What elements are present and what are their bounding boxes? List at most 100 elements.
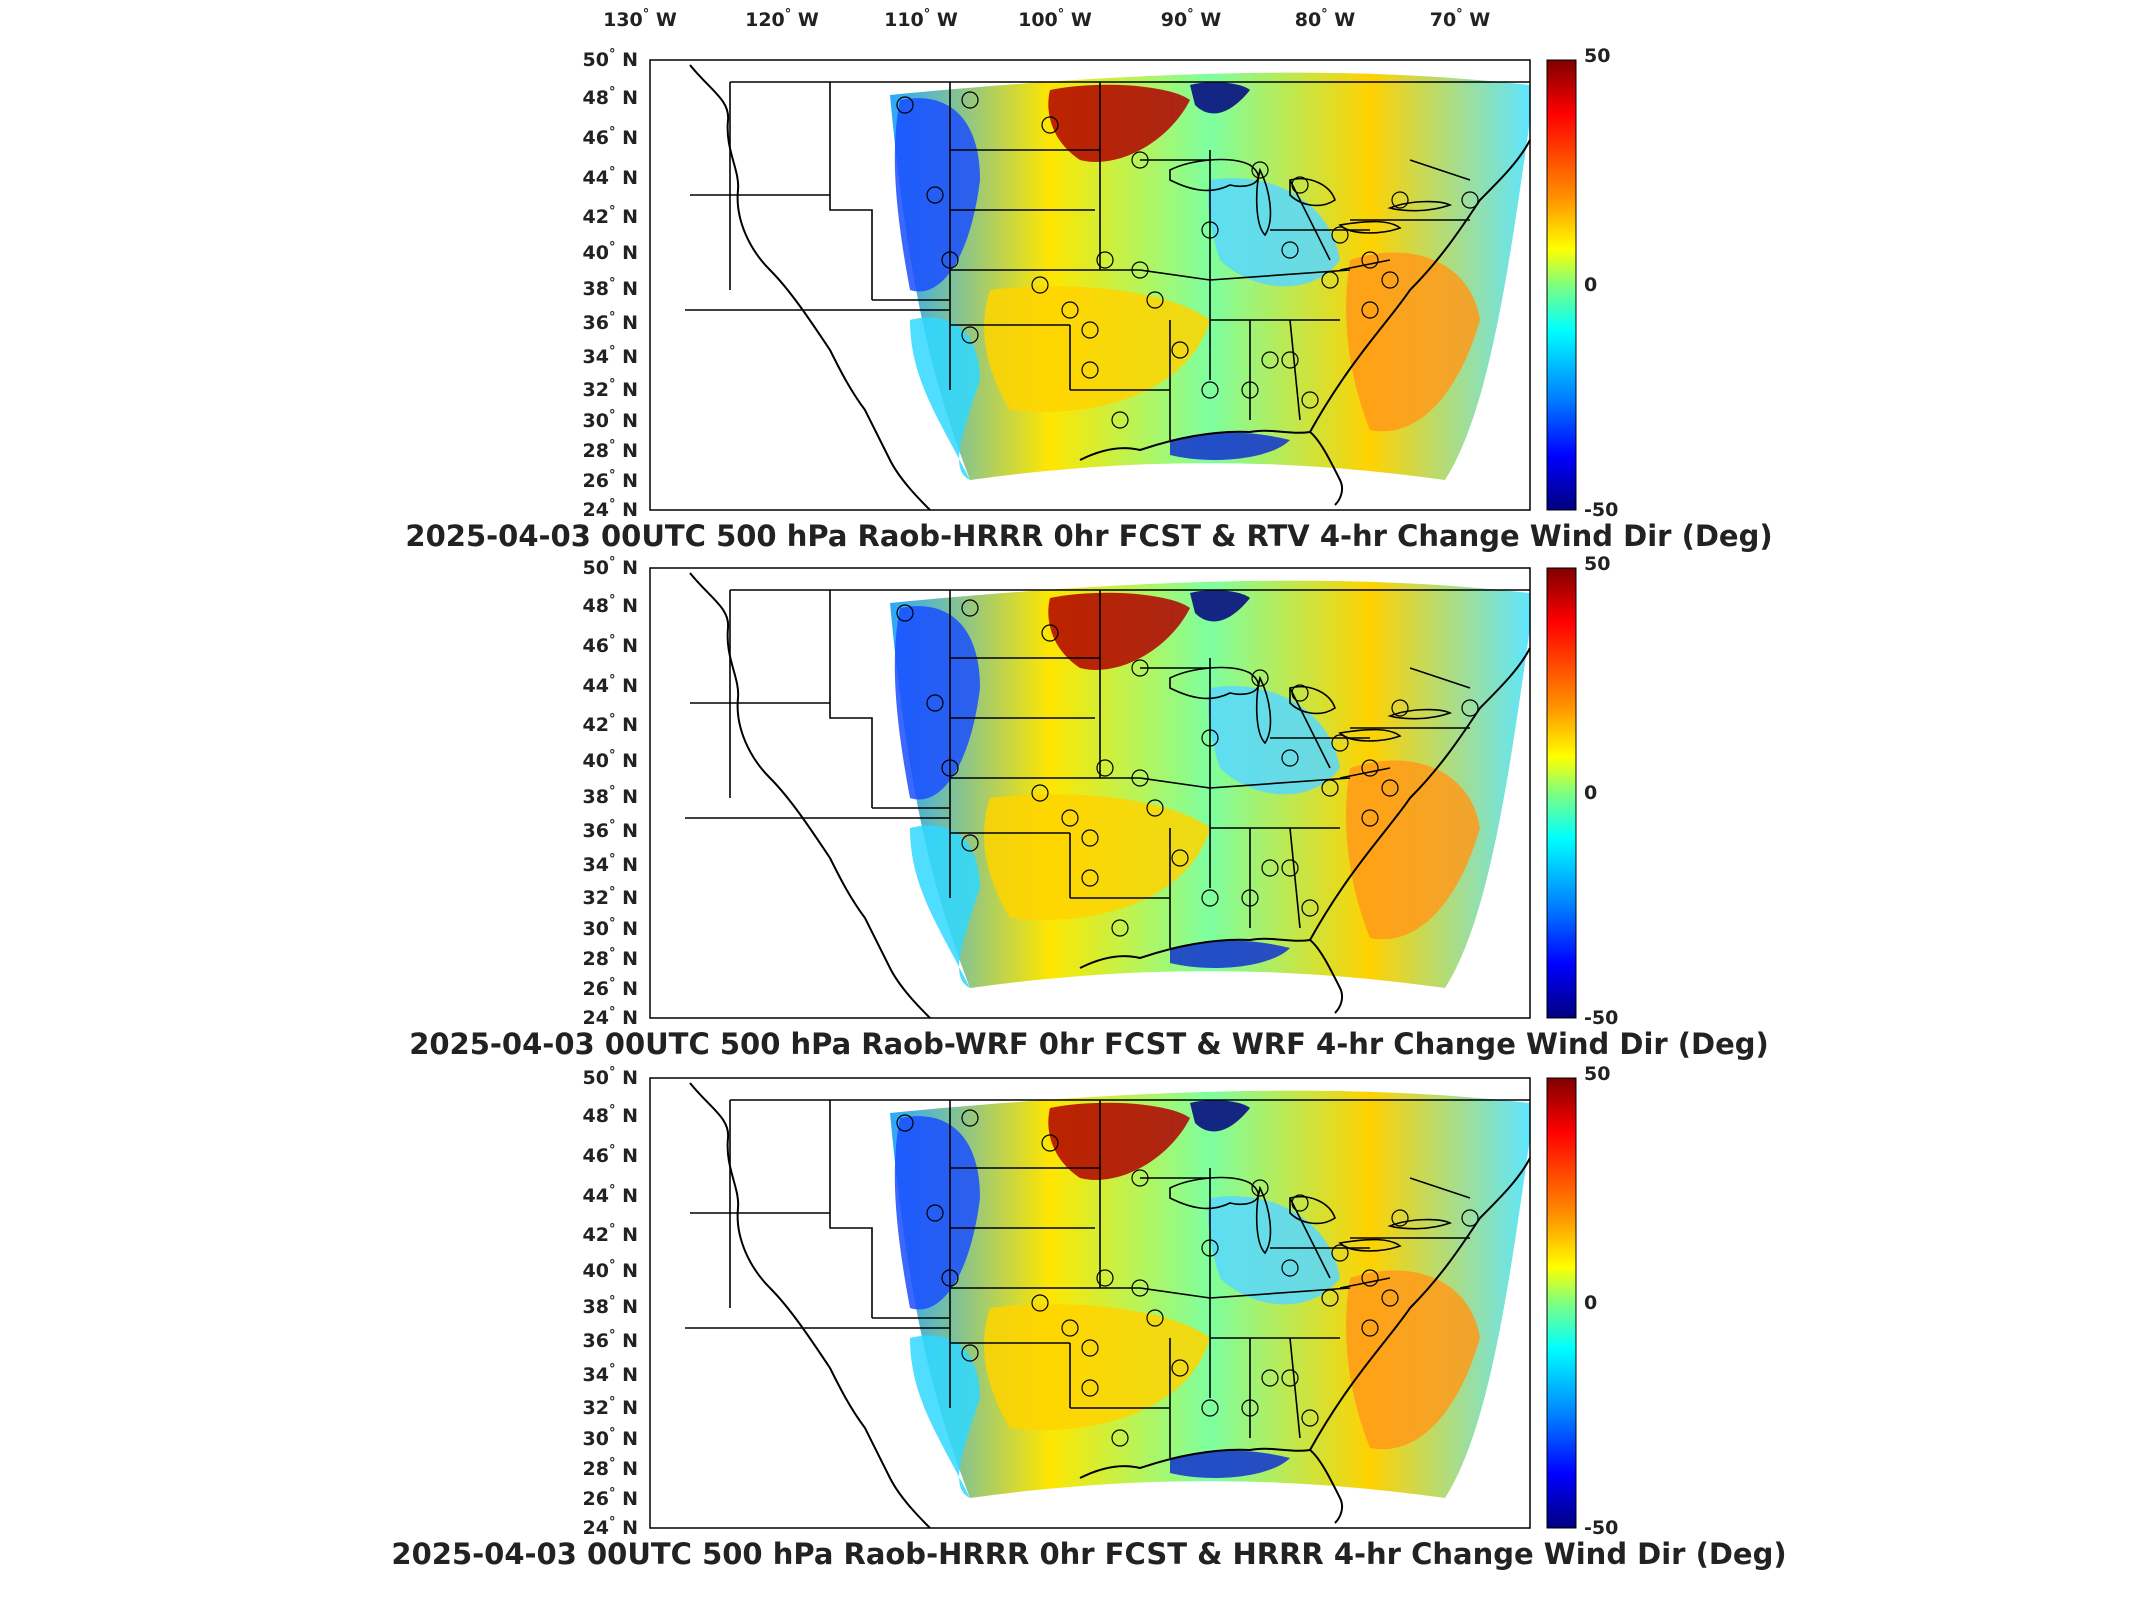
lat-label: 48° N	[583, 1103, 638, 1127]
colorbar-label: -50	[1584, 1007, 1618, 1029]
field-anomaly	[1048, 592, 1190, 670]
lon-label: 80° W	[1295, 7, 1356, 31]
raob-station-marker	[1201, 889, 1219, 907]
colorbar-scale	[1546, 1077, 1577, 1529]
field-anomaly	[1208, 178, 1340, 287]
raob-station-marker	[1081, 1379, 1099, 1397]
state-boundary	[1409, 159, 1471, 181]
lat-label: 40° N	[583, 748, 638, 772]
lat-label: 44° N	[583, 165, 638, 189]
raob-station-marker	[1201, 729, 1219, 747]
colorbar-label: 0	[1584, 782, 1597, 804]
raob-station-marker	[1241, 381, 1259, 399]
lat-label: 42° N	[583, 1222, 638, 1246]
field-anomaly	[1346, 252, 1480, 432]
lat-label: 42° N	[583, 204, 638, 228]
raob-station-marker	[1201, 1399, 1219, 1417]
raob-station-marker	[1201, 381, 1219, 399]
state-boundary	[1139, 269, 1211, 281]
field-anomaly	[984, 794, 1210, 920]
field-anomaly	[894, 98, 980, 292]
field-anomaly	[910, 1335, 980, 1498]
raob-station-marker	[1461, 699, 1479, 717]
raob-station-marker	[1111, 919, 1129, 937]
state-boundary	[1209, 777, 1351, 789]
lat-label: 28° N	[583, 438, 638, 462]
raob-station-marker	[1301, 391, 1319, 409]
raob-station-marker	[961, 91, 979, 109]
longitude-axis-labels: 130° W 120° W 110° W 100° W 90° W 80° W …	[603, 7, 1490, 31]
lat-label: 50° N	[583, 555, 638, 579]
raob-station-marker	[1031, 276, 1049, 294]
state-boundary	[1209, 1287, 1351, 1299]
lat-label: 44° N	[583, 1183, 638, 1207]
raob-station-marker	[1361, 759, 1379, 777]
lat-label: 32° N	[583, 377, 638, 401]
raob-station-marker	[1381, 271, 1399, 289]
raob-station-marker	[1361, 1269, 1379, 1287]
colorbar-label: 0	[1584, 1292, 1597, 1314]
field-anomaly	[1190, 590, 1250, 622]
coastline	[689, 1082, 1531, 1529]
lat-label: 24° N	[583, 1005, 638, 1029]
raob-station-marker	[1261, 1369, 1279, 1387]
raob-station-marker	[1081, 321, 1099, 339]
colorbar-label: -50	[1584, 499, 1618, 521]
colorbar-scale	[1546, 59, 1577, 511]
latitude-axis-labels: 50° N 48° N 46° N 44° N 42° N 40° N 38° N 36° N…	[583, 1065, 638, 1539]
colorbar: 50 0 -50	[1546, 45, 1618, 521]
lat-label: 46° N	[583, 633, 638, 657]
raob-station-marker	[1061, 301, 1079, 319]
lat-label: 40° N	[583, 1258, 638, 1282]
raob-station-marker	[1031, 1294, 1049, 1312]
raob-station-marker	[1251, 161, 1269, 179]
raob-station-marker	[1081, 1339, 1099, 1357]
raob-station-marker	[941, 1269, 959, 1287]
map-panel: 50° N 48° N 46° N 44° N 42° N 40° N 38° N 36° N…	[409, 553, 1769, 1061]
lat-label: 36° N	[583, 1328, 638, 1352]
raob-station-marker	[1331, 1244, 1349, 1262]
field-anomaly	[1346, 760, 1480, 940]
raob-station-marker	[1321, 1289, 1339, 1307]
state-boundary	[1289, 827, 1301, 929]
field-anomaly	[910, 825, 980, 988]
colorbar-label: 50	[1584, 1063, 1610, 1085]
raob-station-marker	[896, 1114, 914, 1132]
raob-station-marker	[1301, 899, 1319, 917]
raob-station-marker	[1131, 659, 1149, 677]
lat-label: 42° N	[583, 712, 638, 736]
raob-station-marker	[1291, 1194, 1309, 1212]
great-lakes	[1169, 158, 1453, 237]
field-anomaly	[894, 1116, 980, 1310]
lon-label: 110° W	[884, 7, 958, 31]
lat-label: 24° N	[583, 497, 638, 521]
lat-label: 34° N	[583, 1362, 638, 1386]
raob-station-marker	[1111, 411, 1129, 429]
lat-label: 28° N	[583, 1456, 638, 1480]
lat-label: 48° N	[583, 85, 638, 109]
state-boundary	[1409, 1177, 1471, 1199]
latitude-axis-labels: 50° N 48° N 46° N 44° N 42° N 40° N 38° N 36° N…	[583, 555, 638, 1029]
raob-station-marker	[1131, 151, 1149, 169]
raob-station-marker	[1301, 1409, 1319, 1427]
great-lakes	[1169, 666, 1453, 745]
raob-station-marker	[1391, 699, 1409, 717]
raob-station-marker	[1461, 1209, 1479, 1227]
lat-label: 26° N	[583, 1486, 638, 1510]
raob-station-marker	[1261, 859, 1279, 877]
raob-station-marker	[1381, 1289, 1399, 1307]
state-boundary	[1289, 179, 1331, 261]
field-anomaly	[1048, 1102, 1190, 1180]
state-boundary	[1289, 1337, 1301, 1439]
state-boundary	[829, 82, 873, 300]
state-boundary	[829, 1100, 873, 1318]
raob-station-marker	[1361, 301, 1379, 319]
raob-station-marker	[1061, 1319, 1079, 1337]
lat-label: 44° N	[583, 673, 638, 697]
raob-station-marker	[1331, 734, 1349, 752]
lat-label: 26° N	[583, 976, 638, 1000]
raob-station-marker	[1251, 1179, 1269, 1197]
state-boundary	[1289, 319, 1301, 421]
colorbar: 50 0 -50	[1546, 553, 1618, 1029]
